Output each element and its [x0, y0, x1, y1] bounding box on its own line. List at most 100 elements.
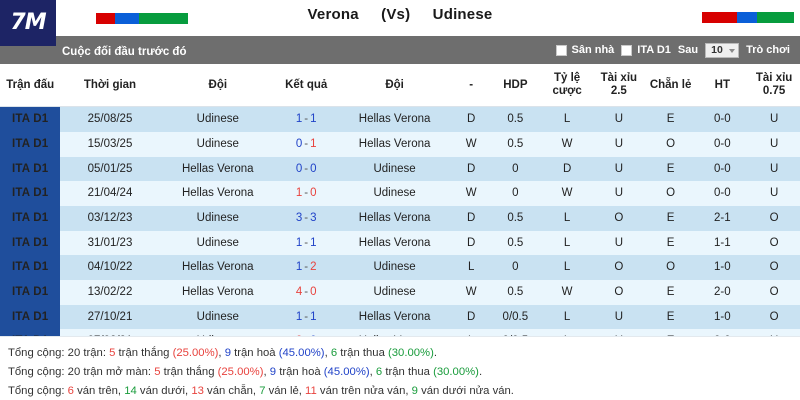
cell-odd-even: E: [644, 279, 697, 305]
cell-home-team[interactable]: Udinese: [159, 206, 276, 231]
summary-prefix: Tổng cộng: 20 trận mở màn:: [8, 366, 155, 378]
cell-hdp: 0.5: [489, 106, 542, 133]
cell-date: 31/01/23: [60, 230, 160, 256]
cell-hdp: 0.5: [489, 279, 542, 305]
match-count-value: 10: [711, 44, 723, 56]
cell-odd-even: E: [644, 304, 697, 330]
color-bar-right: [702, 12, 794, 23]
table-row[interactable]: ITA D1 27/10/21 Udinese 1-1 Hellas Verona D 0/…: [0, 304, 800, 330]
cell-away-team[interactable]: Hellas Verona: [336, 230, 453, 256]
cell-away-team[interactable]: Hellas Verona: [336, 304, 453, 330]
section-title: Cuộc đối đầu trước đó: [62, 46, 187, 58]
cell-away-team[interactable]: Hellas Verona: [336, 106, 453, 133]
totals-over: 6: [67, 385, 74, 397]
cell-odds-result: L: [541, 206, 593, 231]
table-row[interactable]: ITA D1 05/01/25 Hellas Verona 0-0 Udinese D 0 D…: [0, 156, 800, 182]
summary-losses-text: trận thua: [382, 366, 434, 378]
cell-over-under-075: U: [748, 132, 800, 157]
table-row[interactable]: ITA D1 15/03/25 Udinese 0-1 Hellas Verona W 0.…: [0, 132, 800, 157]
summary-line-totals: Tổng cộng: 6 ván trên, 14 ván dưới, 13 v…: [8, 382, 800, 400]
score-home: 1: [295, 236, 303, 249]
table-row[interactable]: ITA D1 31/01/23 Udinese 1-1 Hellas Verona D 0.…: [0, 230, 800, 256]
col-score: Kết quả: [276, 64, 337, 108]
cell-home-team[interactable]: Udinese: [159, 304, 276, 330]
col-odds: Tỷ lệ cược: [541, 64, 593, 108]
score-home: 0: [295, 162, 303, 175]
home-venue-filter[interactable]: Sân nhà: [555, 44, 614, 56]
totals-over-half: 11: [305, 385, 317, 397]
match-count-select[interactable]: 10: [705, 42, 740, 58]
cell-away-team[interactable]: Udinese: [336, 156, 453, 182]
cell-date: 04/10/22: [60, 255, 160, 280]
cell-result: D: [452, 206, 490, 231]
col-time: Thời gian: [60, 64, 160, 108]
cell-away-team[interactable]: Udinese: [336, 255, 453, 280]
cell-score: 1-1: [276, 304, 337, 330]
table-row[interactable]: ITA D1 13/02/22 Hellas Verona 4-0 Udinese W 0.…: [0, 279, 800, 305]
summary-draws-text: trận hoà: [230, 347, 279, 359]
after-label: Sau: [677, 44, 699, 56]
cell-home-team[interactable]: Hellas Verona: [159, 255, 276, 280]
score-away: 2: [310, 261, 317, 274]
cell-odds-result: W: [541, 181, 593, 206]
cell-score: 1-1: [276, 230, 337, 256]
cell-odds-result: W: [541, 132, 593, 157]
cell-league: ITA D1: [0, 255, 61, 280]
score-away: 3: [310, 212, 317, 224]
cell-away-team[interactable]: Hellas Verona: [336, 132, 453, 157]
cell-odd-even: E: [644, 156, 697, 182]
checkbox-icon[interactable]: [621, 44, 633, 56]
summary-draws-text: trận hoà: [276, 366, 324, 378]
cell-home-team[interactable]: Udinese: [159, 106, 276, 133]
summary-wins-text: trận thắng: [115, 347, 173, 359]
cell-away-team[interactable]: Udinese: [336, 181, 453, 206]
summary-suffix: .: [433, 347, 437, 359]
cell-over-under-25: O: [592, 206, 645, 231]
summary-wins: 5: [109, 347, 116, 359]
summary-suffix: .: [478, 366, 483, 378]
site-logo[interactable]: 7M: [0, 0, 56, 46]
col-result: -: [452, 64, 490, 108]
cell-over-under-075: O: [748, 304, 800, 330]
match-away-team: Udinese: [432, 6, 493, 23]
score-away: 0: [310, 285, 317, 298]
cell-odds-result: L: [541, 230, 593, 256]
cell-result: W: [452, 132, 490, 157]
cell-league: ITA D1: [0, 206, 61, 231]
cell-league: ITA D1: [0, 230, 61, 256]
cell-league: ITA D1: [0, 181, 61, 206]
cell-home-team[interactable]: Udinese: [159, 132, 276, 157]
top-header: 7M Verona (Vs) Udinese: [0, 0, 800, 46]
cell-home-team[interactable]: Udinese: [159, 230, 276, 256]
cell-over-under-075: O: [748, 206, 800, 231]
table-row[interactable]: ITA D1 21/04/24 Hellas Verona 1-0 Udinese W 0 W…: [0, 181, 800, 206]
totals-even: 13: [191, 385, 204, 397]
table-row[interactable]: ITA D1 25/08/25 Udinese 1-1 Hellas Verona D 0.…: [0, 106, 800, 133]
cell-over-under-25: U: [592, 230, 645, 256]
cell-odds-result: D: [541, 156, 593, 182]
cell-home-team[interactable]: Hellas Verona: [159, 156, 276, 182]
cell-date: 03/12/23: [60, 206, 160, 231]
league-filter[interactable]: ITA D1: [621, 44, 671, 56]
score-home: 1: [295, 310, 303, 323]
cell-home-team[interactable]: Hellas Verona: [159, 181, 276, 206]
table-row[interactable]: ITA D1 04/10/22 Hellas Verona 1-2 Udinese L 0 L…: [0, 255, 800, 280]
score-home: 0: [295, 138, 303, 151]
filter-controls: Sân nhà ITA D1 Sau 10 Trò chơi: [555, 42, 800, 58]
cell-league: ITA D1: [0, 279, 61, 305]
checkbox-icon[interactable]: [555, 44, 567, 56]
cell-league: ITA D1: [0, 132, 61, 157]
cell-away-team[interactable]: Udinese: [336, 279, 453, 305]
cell-away-team[interactable]: Hellas Verona: [336, 206, 453, 231]
score-separator: -: [304, 285, 309, 298]
col-league: Trận đấu: [0, 64, 61, 108]
cell-score: 3-3: [276, 206, 337, 231]
cell-home-team[interactable]: Hellas Verona: [159, 279, 276, 305]
color-bar-red: [96, 12, 116, 24]
cell-odd-even: O: [644, 255, 697, 280]
table-row[interactable]: ITA D1 03/12/23 Udinese 3-3 Hellas Verona D 0.…: [0, 206, 800, 231]
cell-odd-even: O: [644, 181, 697, 206]
cell-over-under-25: U: [592, 132, 645, 157]
cell-hdp: 0.5: [489, 132, 542, 157]
